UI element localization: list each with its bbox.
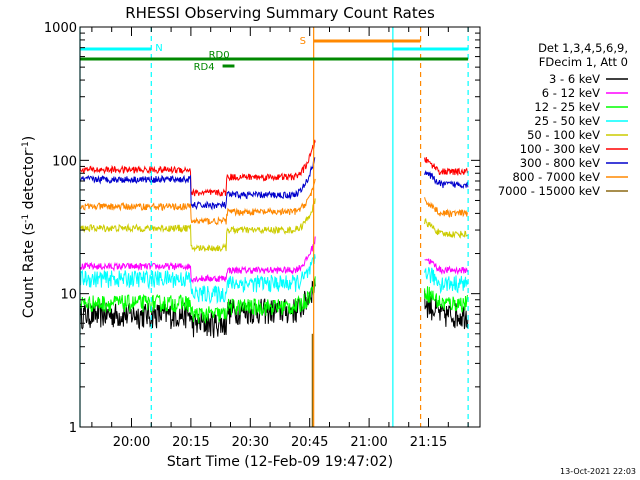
series-3-6keV: [79, 278, 469, 338]
legend-label: 3 - 6 keV: [549, 72, 600, 86]
legend-label: 6 - 12 keV: [542, 86, 600, 100]
legend-label: 12 - 25 keV: [534, 100, 600, 114]
series-line-post-saa: [424, 267, 469, 295]
series-line-post-saa: [424, 286, 469, 313]
y-axis-label-tail: detector: [21, 150, 37, 214]
legend-header-line-2: FDecim 1, Att 0: [539, 55, 628, 69]
series-800-7000keV: [79, 178, 469, 226]
legend-label: 7000 - 15000 keV: [498, 184, 600, 198]
series-line-pre-saa: [79, 178, 316, 226]
series-line-post-saa: [424, 169, 469, 189]
legend-label: 25 - 50 keV: [534, 114, 600, 128]
series-line-pre-saa: [79, 198, 316, 253]
x-axis-label: Start Time (12-Feb-09 19:47:02): [167, 454, 393, 470]
x-tick-label: 20:45: [291, 435, 328, 450]
x-tick-label: 20:00: [113, 435, 150, 450]
legend-label: 300 - 800 keV: [520, 156, 600, 170]
series-line-post-saa: [424, 258, 469, 276]
y-tick-label: 100: [52, 154, 77, 169]
x-tick-label: 20:15: [172, 435, 209, 450]
legend: Det 1,3,4,5,6,9, FDecim 1, Att 0 3 - 6 k…: [498, 41, 628, 198]
series-50-100keV: [79, 198, 469, 253]
series-line-pre-saa: [79, 276, 316, 324]
series-line-pre-saa: [79, 157, 316, 211]
series-12-25keV: [79, 276, 469, 324]
footer-date: 13-Oct-2021 22:03: [560, 467, 636, 476]
y-axis-label-tail-sup: -1: [21, 141, 31, 150]
legend-label: 800 - 7000 keV: [512, 170, 600, 184]
x-tick-label: 21:00: [350, 435, 387, 450]
series-100-300keV: [79, 139, 469, 197]
series-line-post-saa: [424, 217, 469, 239]
series-6-12keV: [79, 236, 469, 284]
series-line-post-saa: [424, 156, 469, 176]
y-tick-label: 1000: [44, 21, 77, 36]
data-layer: [79, 139, 469, 427]
series-line-post-saa: [424, 197, 469, 218]
rd0-flag-label: RD0: [209, 50, 230, 61]
y-axis-label-end: ): [21, 136, 37, 141]
series-25-50keV: [79, 254, 469, 305]
chart-title: RHESSI Observing Summary Count Rates: [125, 4, 435, 22]
axis-layer: 1 10 100 1000 20:00 20:15 20:30 20:45 21:00 21:15: [44, 21, 480, 450]
series-line-pre-saa: [79, 236, 316, 284]
rd4-flag-label: RD4: [194, 62, 215, 73]
x-tick-label: 21:15: [410, 435, 447, 450]
legend-header-line-1: Det 1,3,4,5,6,9,: [538, 41, 628, 55]
flag-bar-layer: N S RD0 RD4: [80, 36, 469, 73]
night-flag-label: N: [155, 43, 162, 54]
series-line-post-saa: [424, 290, 469, 330]
series-line-pre-saa: [79, 254, 316, 305]
y-axis-label-main: Count Rate (s: [21, 223, 37, 318]
series-line-pre-saa: [79, 139, 316, 197]
legend-label: 50 - 100 keV: [527, 128, 600, 142]
series-300-800keV: [79, 157, 469, 211]
series-line-pre-saa: [79, 278, 316, 338]
legend-label: 100 - 300 keV: [520, 142, 600, 156]
plot-frame: [79, 26, 481, 428]
y-axis-label: Count Rate (s-1 detector-1): [21, 136, 37, 318]
y-axis-label-sup: -1: [21, 214, 31, 223]
y-tick-label: 1: [69, 421, 77, 436]
saa-flag-label: S: [300, 36, 306, 47]
x-tick-label: 20:30: [232, 435, 269, 450]
y-tick-label: 10: [60, 288, 77, 303]
